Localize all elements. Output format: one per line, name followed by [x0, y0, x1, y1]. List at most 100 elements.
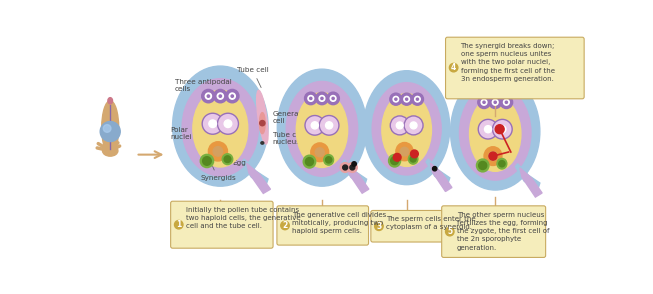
Ellipse shape: [470, 96, 521, 171]
Ellipse shape: [484, 147, 502, 166]
Polygon shape: [426, 159, 450, 185]
Ellipse shape: [222, 154, 232, 165]
Circle shape: [327, 92, 340, 105]
Ellipse shape: [261, 142, 264, 144]
Circle shape: [400, 147, 409, 156]
Text: Synergids: Synergids: [200, 165, 236, 181]
Ellipse shape: [389, 154, 401, 167]
Circle shape: [410, 122, 417, 129]
Circle shape: [494, 101, 496, 103]
Circle shape: [281, 221, 289, 230]
Circle shape: [213, 147, 223, 156]
Circle shape: [492, 119, 512, 139]
Polygon shape: [515, 164, 540, 190]
Circle shape: [449, 64, 458, 72]
Ellipse shape: [477, 159, 489, 172]
Circle shape: [332, 97, 334, 100]
FancyBboxPatch shape: [277, 206, 368, 245]
Ellipse shape: [451, 73, 540, 190]
Text: 1: 1: [176, 220, 182, 229]
Circle shape: [445, 227, 454, 236]
Circle shape: [350, 165, 355, 170]
FancyBboxPatch shape: [371, 211, 456, 242]
Ellipse shape: [193, 90, 247, 167]
Polygon shape: [347, 164, 369, 193]
Circle shape: [174, 220, 183, 229]
Circle shape: [478, 119, 498, 139]
Circle shape: [306, 158, 313, 166]
Ellipse shape: [497, 158, 507, 169]
Circle shape: [217, 113, 238, 134]
Text: 4: 4: [451, 63, 456, 72]
Circle shape: [495, 125, 504, 134]
Circle shape: [347, 163, 357, 172]
Ellipse shape: [364, 71, 450, 185]
Circle shape: [390, 157, 398, 165]
Ellipse shape: [200, 154, 214, 168]
Text: Egg: Egg: [220, 153, 246, 166]
Ellipse shape: [103, 146, 118, 156]
Circle shape: [478, 96, 490, 108]
Ellipse shape: [311, 143, 328, 162]
Ellipse shape: [172, 66, 268, 186]
Text: Generative
cell: Generative cell: [264, 111, 313, 124]
Circle shape: [390, 116, 409, 135]
Polygon shape: [342, 160, 366, 186]
Polygon shape: [247, 163, 270, 193]
Circle shape: [432, 166, 437, 171]
Circle shape: [202, 157, 212, 165]
Text: The sperm cells enter the
cytoplasm of a synergid.: The sperm cells enter the cytoplasm of a…: [386, 216, 475, 230]
Ellipse shape: [396, 143, 413, 161]
Circle shape: [352, 162, 357, 166]
Circle shape: [304, 92, 317, 105]
Ellipse shape: [108, 98, 112, 104]
Polygon shape: [242, 159, 268, 186]
Circle shape: [483, 101, 485, 103]
Ellipse shape: [259, 113, 265, 134]
Ellipse shape: [382, 93, 432, 166]
Circle shape: [411, 93, 424, 105]
Circle shape: [205, 93, 212, 99]
Circle shape: [311, 122, 319, 129]
Circle shape: [488, 152, 498, 161]
Circle shape: [315, 148, 324, 157]
Polygon shape: [430, 163, 452, 191]
Circle shape: [326, 122, 332, 129]
Circle shape: [217, 93, 223, 99]
Ellipse shape: [408, 154, 418, 164]
Text: Tube cell
nucleus: Tube cell nucleus: [264, 132, 304, 145]
Circle shape: [499, 126, 506, 133]
Circle shape: [417, 98, 419, 100]
Circle shape: [260, 121, 265, 126]
Ellipse shape: [208, 142, 227, 161]
Circle shape: [343, 165, 347, 170]
FancyBboxPatch shape: [441, 206, 546, 258]
FancyBboxPatch shape: [445, 37, 584, 99]
Circle shape: [489, 96, 502, 108]
Circle shape: [479, 161, 486, 169]
Polygon shape: [520, 168, 542, 197]
Circle shape: [404, 116, 423, 135]
Circle shape: [500, 96, 513, 108]
Circle shape: [415, 96, 421, 102]
Text: Polar
nuclei: Polar nuclei: [170, 124, 215, 140]
Text: 5: 5: [447, 227, 453, 236]
Ellipse shape: [460, 85, 531, 180]
Circle shape: [411, 150, 419, 158]
Circle shape: [224, 120, 232, 128]
Circle shape: [229, 93, 235, 99]
Text: 2: 2: [282, 221, 287, 230]
Text: The synergid breaks down;
one sperm nucleus unites
with the two polar nuclei,
fo: The synergid breaks down; one sperm nucl…: [460, 43, 555, 82]
Circle shape: [209, 120, 217, 128]
Circle shape: [231, 95, 233, 97]
FancyBboxPatch shape: [170, 201, 273, 248]
Circle shape: [330, 96, 336, 101]
Circle shape: [492, 99, 498, 105]
Circle shape: [401, 93, 413, 105]
Circle shape: [202, 113, 223, 134]
Circle shape: [319, 96, 325, 101]
Ellipse shape: [278, 69, 366, 186]
Circle shape: [321, 97, 323, 100]
Circle shape: [503, 99, 509, 105]
Ellipse shape: [372, 83, 441, 175]
